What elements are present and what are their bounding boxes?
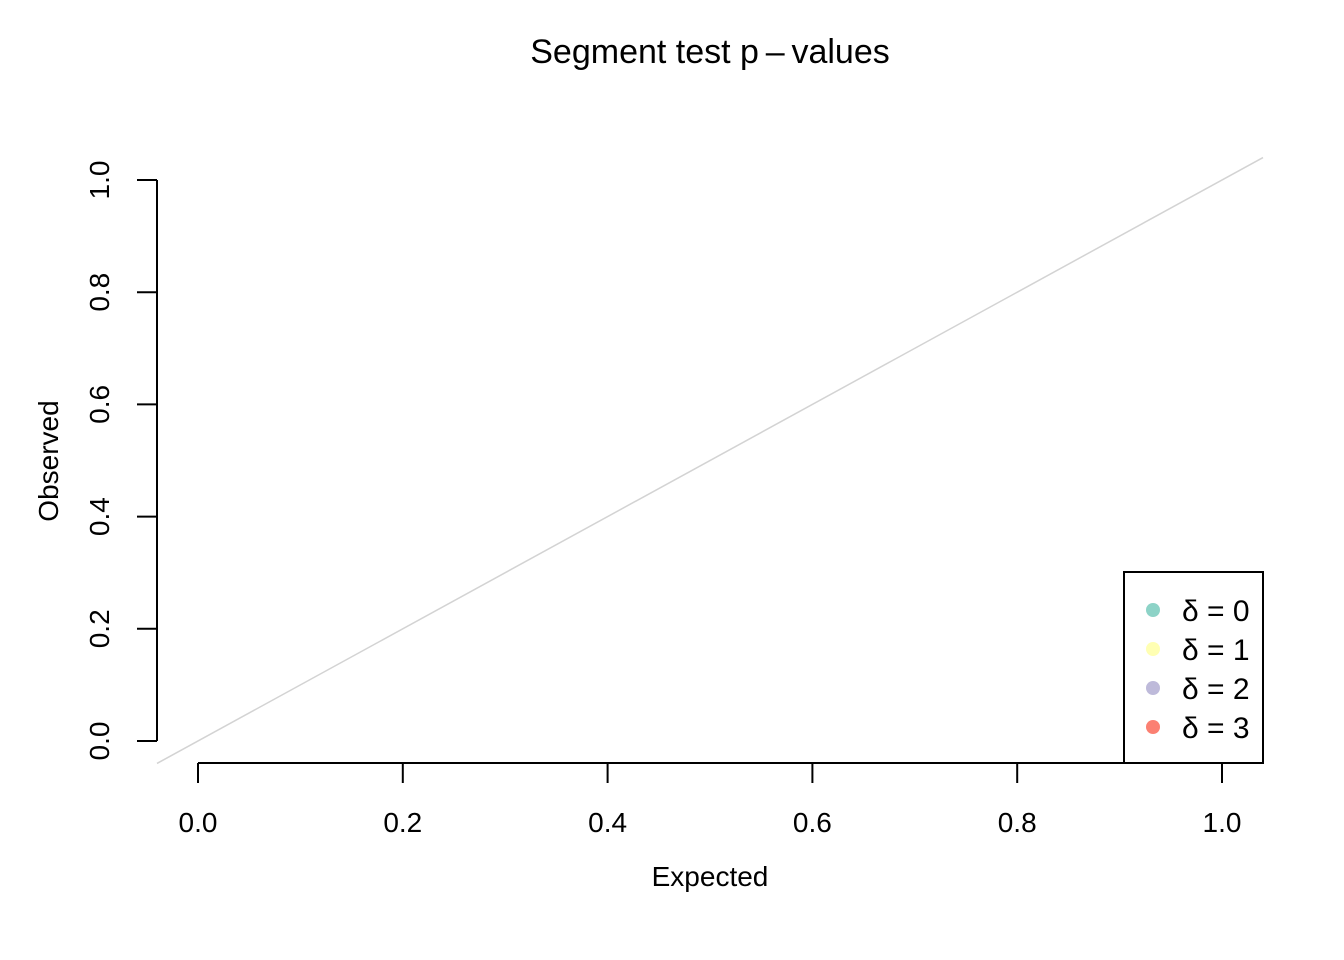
y-tick-label: 0.2 [84,609,115,648]
x-tick-label: 0.2 [383,807,422,838]
y-axis-label: Observed [33,400,64,521]
y-tick-label: 0.6 [84,385,115,424]
x-tick-label: 0.8 [998,807,1037,838]
legend-marker [1146,681,1160,695]
x-tick-label: 0.0 [179,807,218,838]
legend-marker [1146,720,1160,734]
legend-box [1123,571,1264,764]
x-axis-label: Expected [652,861,769,892]
y-tick-label: 0.8 [84,273,115,312]
legend-label: δ = 2 [1182,673,1250,706]
legend-label: δ = 1 [1182,634,1250,667]
y-tick-label: 0.4 [84,497,115,536]
legend-label: δ = 0 [1182,595,1250,628]
legend-label: δ = 3 [1182,712,1250,745]
legend-marker [1146,642,1160,656]
x-tick-label: 1.0 [1203,807,1242,838]
legend-marker [1146,603,1160,617]
reference-line [156,156,1264,765]
x-tick-label: 0.4 [588,807,627,838]
chart-title: Segment test p – values [530,33,890,71]
x-tick-label: 0.6 [793,807,832,838]
y-tick-label: 1.0 [84,161,115,200]
y-axis: 0.0 0.2 0.4 0.6 0.8 1.0 [84,161,158,761]
legend: δ = 0 δ = 1 δ = 2 δ = 3 [1123,571,1264,764]
y-tick-label: 0.0 [84,722,115,761]
plot-area [156,156,1264,765]
x-axis: 0.0 0.2 0.4 0.6 0.8 1.0 [179,762,1242,838]
